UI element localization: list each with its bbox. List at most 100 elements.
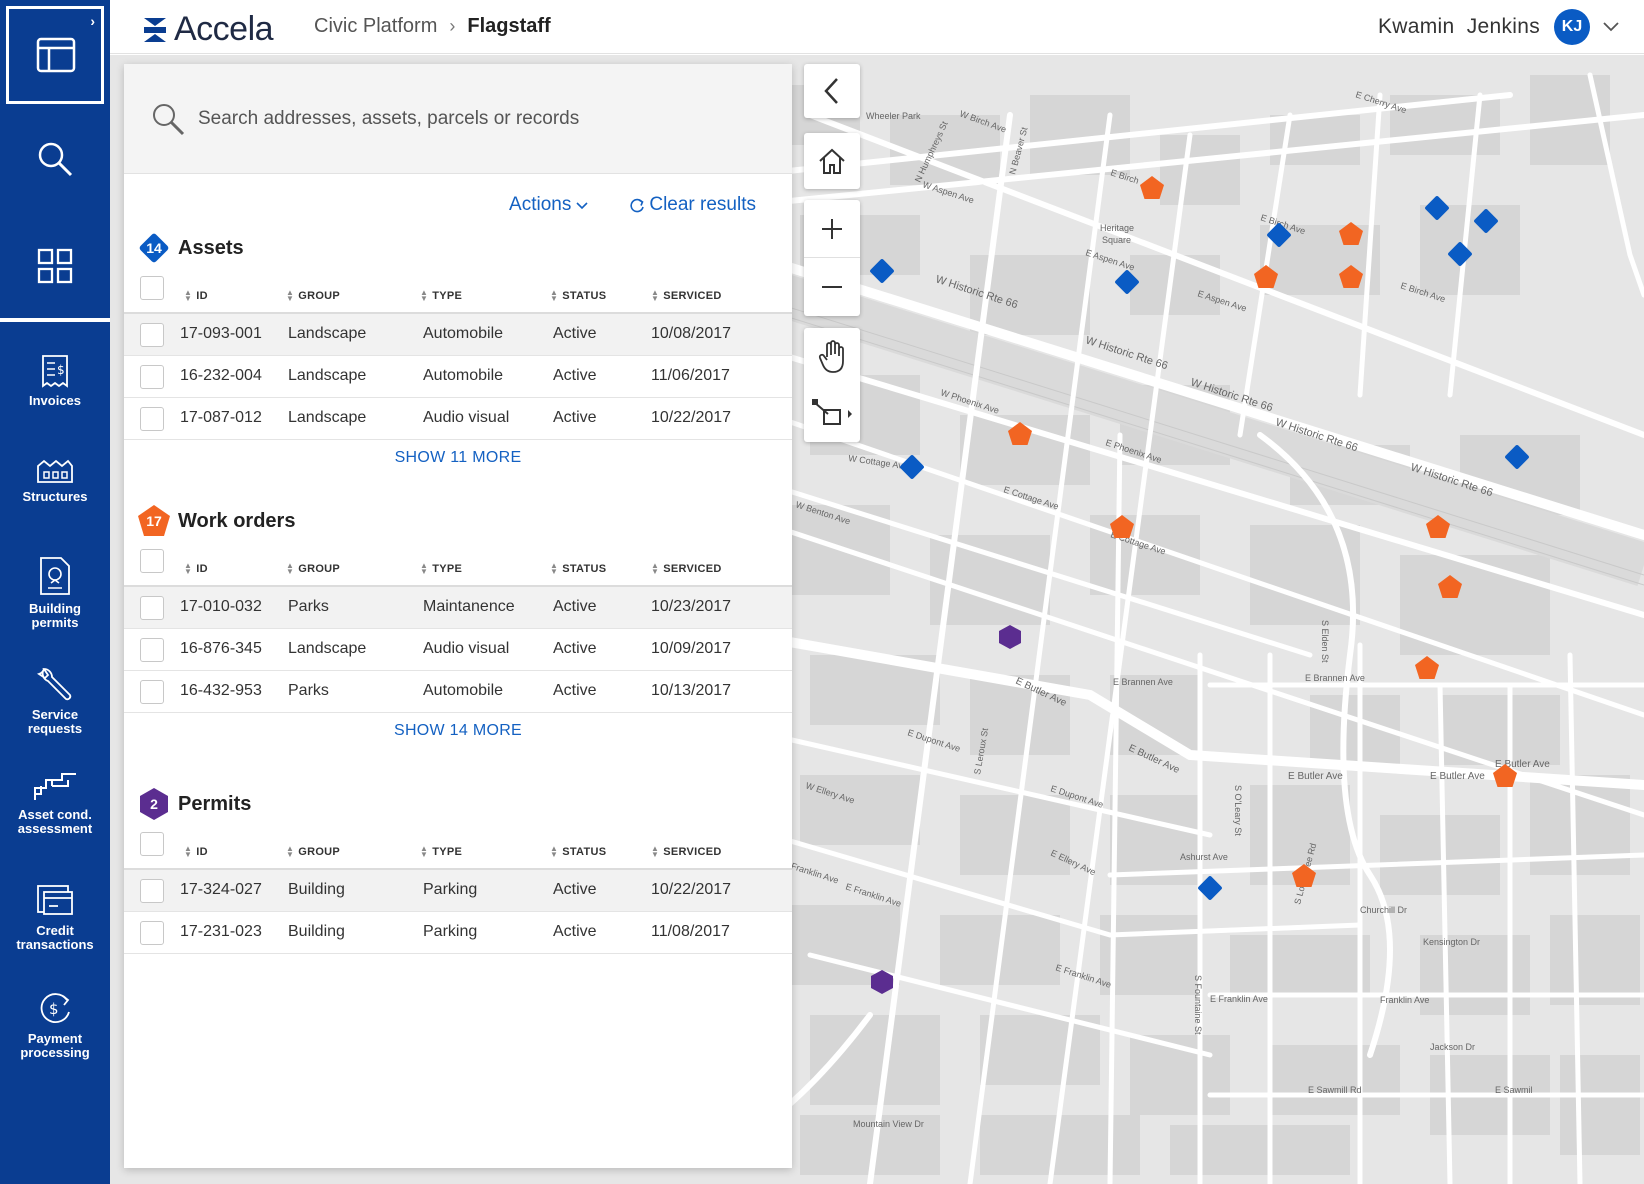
zoom-out-button[interactable] [804,258,860,316]
column-type[interactable]: ▲ ▼ TYPE [420,844,463,859]
work-order-marker[interactable] [1290,862,1318,890]
permit-marker[interactable] [868,968,896,996]
search-input[interactable] [198,107,758,130]
column-serviced[interactable]: ▲ ▼ SERVICED [651,561,722,576]
wrench-icon [36,668,72,701]
table-header: ▲ ▼ ID ▲ ▼ GROUP ▲ ▼ TYPE ▲ ▼ STATUS ▲ ▼ SERVICED [124,541,792,587]
table-row[interactable]: 17-010-032 Parks Maintanence Active 10/2… [124,587,792,629]
row-checkbox[interactable] [140,323,164,347]
work-order-marker[interactable] [1337,220,1365,248]
table-row[interactable]: 17-093-001 Landscape Automobile Active 1… [124,314,792,356]
rail-item-building-permits[interactable]: Building permits [0,556,110,630]
credit-icon [37,885,73,915]
column-group[interactable]: ▲ ▼ GROUP [286,844,341,859]
select-all-checkbox[interactable] [140,549,164,573]
svg-text:Square: Square [1102,235,1131,245]
asset-marker[interactable] [897,452,927,482]
column-id[interactable]: ▲ ▼ ID [184,844,208,859]
row-checkbox[interactable] [140,596,164,620]
table-row[interactable]: 17-231-023 Building Parking Active 11/08… [124,912,792,954]
user-name: Kwamin Jenkins [1377,15,1540,38]
asset-marker[interactable] [1195,873,1225,903]
pan-button[interactable] [804,328,860,385]
column-id[interactable]: ▲ ▼ ID [184,288,208,303]
table-row[interactable]: 17-087-012 Landscape Audio visual Active… [124,398,792,440]
svg-text:Kensington Dr: Kensington Dr [1423,937,1480,947]
select-all-checkbox[interactable] [140,832,164,856]
work-order-marker[interactable] [1252,263,1280,291]
show-more-assets-link[interactable]: SHOW 11 MORE [394,449,522,466]
rail-item-service-requests[interactable]: Service requests [0,666,110,736]
column-group[interactable]: ▲ ▼ GROUP [286,288,341,303]
asset-marker[interactable] [1502,442,1532,472]
table-row[interactable]: 16-432-953 Parks Automobile Active 10/13… [124,671,792,713]
work-order-marker[interactable] [1491,762,1519,790]
row-checkbox[interactable] [140,365,164,389]
rail-apps-button[interactable] [0,248,110,284]
rail-item-structures[interactable]: Structures [0,458,110,504]
table-row[interactable]: 16-876-345 Landscape Audio visual Active… [124,629,792,671]
work-order-marker[interactable] [1436,573,1464,601]
rail-search-button[interactable] [0,140,110,178]
rail-item-credit-transactions[interactable]: Credit transactions [0,884,110,952]
asset-marker[interactable] [867,256,897,286]
actions-dropdown[interactable]: Actions [509,194,589,216]
table-row[interactable]: 16-232-004 Landscape Automobile Active 1… [124,356,792,398]
collapse-panel-button[interactable] [804,64,860,118]
row-checkbox[interactable] [140,638,164,662]
svg-text:S O'Leary St: S O'Leary St [1233,785,1243,836]
show-more-work-orders-link[interactable]: SHOW 14 MORE [393,722,523,739]
draw-shape-icon [812,398,852,425]
home-button[interactable] [804,133,860,189]
column-serviced[interactable]: ▲ ▼ SERVICED [651,288,722,303]
column-group[interactable]: ▲ ▼ GROUP [286,561,341,576]
svg-text:E Butler Ave: E Butler Ave [1495,759,1550,770]
column-status[interactable]: ▲ ▼ STATUS [550,844,607,859]
row-checkbox[interactable] [140,680,164,704]
column-serviced[interactable]: ▲ ▼ SERVICED [651,844,722,859]
work-order-marker[interactable] [1424,513,1452,541]
select-all-checkbox[interactable] [140,276,164,300]
avatar[interactable]: KJ [1554,9,1590,45]
svg-text:Jackson Dr: Jackson Dr [1430,1042,1475,1052]
svg-text:E Franklin Ave: E Franklin Ave [1210,994,1268,1004]
asset-marker[interactable] [1445,239,1475,269]
work-order-marker[interactable] [1108,513,1136,541]
asset-marker[interactable] [1422,193,1452,223]
permits-header: 2 Permits [124,784,792,824]
work-order-marker[interactable] [1006,420,1034,448]
svg-text:Ashurst Ave: Ashurst Ave [1180,852,1228,862]
draw-shape-button[interactable] [804,385,860,442]
chevron-down-icon[interactable] [1602,21,1620,33]
invoice-icon: $ [42,355,68,388]
assets-title: Assets [178,236,244,259]
svg-text:E Sawmil: E Sawmil [1495,1085,1533,1095]
asset-marker[interactable] [1471,206,1501,236]
row-checkbox[interactable] [140,921,164,945]
column-type[interactable]: ▲ ▼ TYPE [420,288,463,303]
table-row[interactable]: 17-324-027 Building Parking Active 10/22… [124,870,792,912]
pipe-icon [34,773,76,800]
asset-marker[interactable] [1112,267,1142,297]
rail-item-asset-condition[interactable]: Asset cond. assessment [0,772,110,836]
accela-logo[interactable]: Accela [142,10,274,49]
column-status[interactable]: ▲ ▼ STATUS [550,561,607,576]
user-menu[interactable]: Kwamin Jenkins KJ [1378,9,1620,45]
row-checkbox[interactable] [140,407,164,431]
permit-marker[interactable] [996,623,1024,651]
column-status[interactable]: ▲ ▼ STATUS [550,288,607,303]
rail-item-invoices[interactable]: $ Invoices [0,354,110,408]
expand-chevron-icon[interactable]: › [90,13,95,29]
zoom-in-button[interactable] [804,200,860,258]
column-id[interactable]: ▲ ▼ ID [184,561,208,576]
work-order-marker[interactable] [1337,263,1365,291]
rail-layout-button[interactable]: › [6,6,104,104]
row-checkbox[interactable] [140,879,164,903]
clear-results-button[interactable]: Clear results [629,194,756,216]
breadcrumb-civic-platform[interactable]: Civic Platform [314,15,438,37]
asset-marker[interactable] [1264,220,1294,250]
work-order-marker[interactable] [1413,654,1441,682]
rail-item-payment-processing[interactable]: $ Payment processing [0,990,110,1060]
work-order-marker[interactable] [1138,174,1166,202]
column-type[interactable]: ▲ ▼ TYPE [420,561,463,576]
